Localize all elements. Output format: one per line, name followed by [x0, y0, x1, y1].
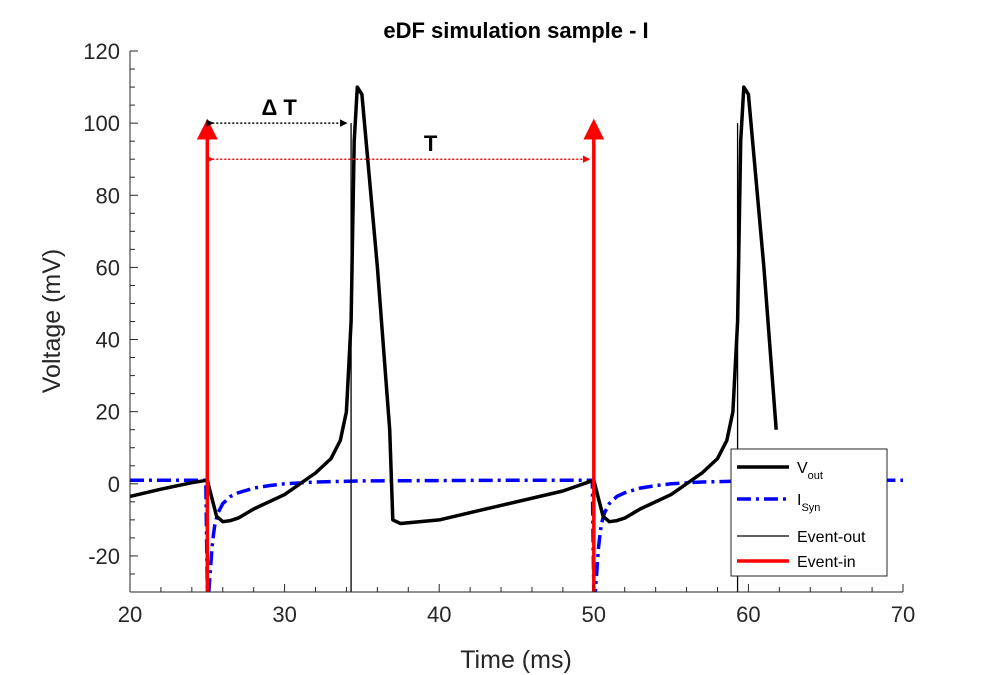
legend-label-0: Vout [797, 460, 823, 482]
y-tick-label: 60 [96, 255, 120, 280]
chart-title: eDF simulation sample - I [383, 18, 648, 43]
y-tick-label: -20 [88, 544, 120, 569]
annotation-label-1: T [424, 131, 438, 156]
legend-label-2: Event-out [797, 529, 866, 546]
y-tick-label: 40 [96, 328, 120, 353]
x-tick-label: 20 [118, 602, 142, 627]
x-tick-label: 40 [427, 602, 451, 627]
legend-box [730, 448, 888, 577]
y-tick-label: 20 [96, 400, 120, 425]
x-tick-label: 30 [272, 602, 296, 627]
legend-label-3: Event-in [797, 554, 856, 571]
x-tick-label: 70 [891, 602, 915, 627]
legend: Vout ISyn Event-out Event-in [730, 448, 888, 577]
y-axis-label: Voltage (mV) [38, 249, 66, 394]
x-axis-label: Time (ms) [460, 646, 572, 674]
x-tick-label: 60 [736, 602, 760, 627]
series-v-out-line [130, 85, 778, 526]
y-tick-label: 80 [96, 183, 120, 208]
series-i-syn-line [130, 478, 903, 592]
legend-label-1: ISyn [797, 492, 820, 514]
annotation-layer: Δ T T [196, 95, 605, 592]
annotation-label-0: Δ T [262, 95, 298, 120]
x-tick-label: 50 [582, 602, 606, 627]
y-tick-label: 0 [108, 472, 120, 497]
y-tick-label: 100 [83, 111, 120, 136]
y-tick-label: 120 [83, 39, 120, 64]
axes: 20 30 40 50 60 70 -20 0 20 40 60 80 100 120 [83, 39, 915, 627]
